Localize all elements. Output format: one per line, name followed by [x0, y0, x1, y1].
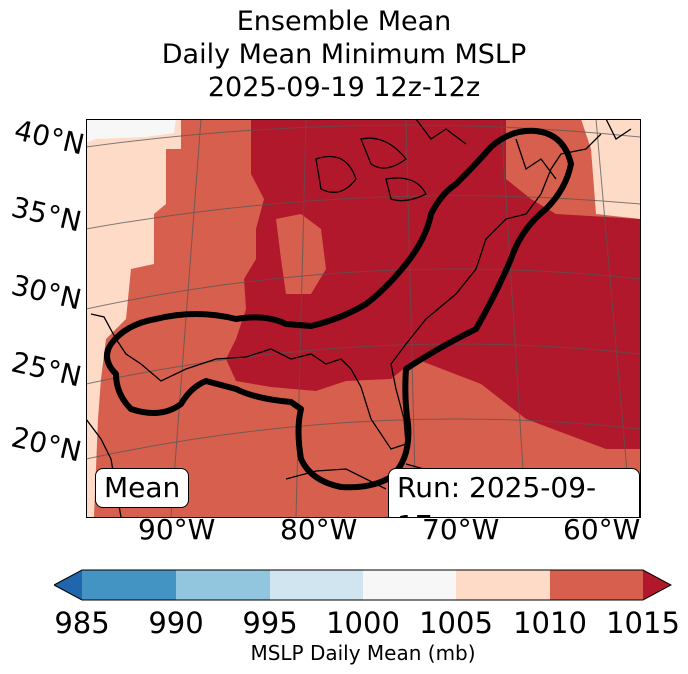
colorbar-1005-1010	[456, 570, 550, 600]
colorbar-990-995	[176, 570, 270, 600]
colorbar-under	[54, 570, 82, 600]
lon-label-70w: 70°W	[422, 513, 500, 546]
lat-label-30: 30°N	[8, 268, 85, 317]
field-over-1015	[226, 119, 640, 449]
lon-label-90w: 90°W	[138, 513, 216, 546]
contour-1010	[104, 127, 574, 491]
lat-label-25: 25°N	[8, 345, 85, 394]
field-1000-1005	[86, 119, 176, 143]
colorbar-label: MSLP Daily Mean (mb)	[250, 641, 476, 665]
colorbar-over	[643, 570, 671, 600]
title-line-3: 2025-09-19 12z-12z	[207, 72, 481, 103]
colorbar	[54, 569, 672, 601]
map-frame	[86, 119, 641, 518]
lon-label-60w: 60°W	[563, 513, 641, 546]
title-line-2: Daily Mean Minimum MSLP	[161, 39, 527, 70]
colorbar-995-1000	[270, 570, 363, 600]
colorbar-tick-1005: 1005	[419, 606, 493, 640]
map-panel: Mean Run: 2025-09-17	[86, 119, 640, 517]
colorbar-tick-995: 995	[242, 606, 298, 640]
colorbar-1010-1015	[550, 570, 643, 600]
colorbar-tick-1000: 1000	[326, 606, 400, 640]
lat-label-35: 35°N	[8, 190, 85, 239]
colorbar-1000-1005	[363, 570, 456, 600]
colorbar-985-990	[82, 570, 176, 600]
field-1010-1015-inlet	[276, 214, 326, 294]
colorbar-tick-1015: 1015	[606, 606, 680, 640]
colorbar-tick-1010: 1010	[513, 606, 587, 640]
lon-label-80w: 80°W	[280, 513, 358, 546]
lat-label-40: 40°N	[11, 113, 88, 162]
colorbar-tick-990: 990	[148, 606, 204, 640]
lat-label-20: 20°N	[8, 420, 85, 469]
title-line-1: Ensemble Mean	[236, 6, 452, 37]
colorbar-outline	[54, 569, 672, 601]
run-box: Run: 2025-09-17	[388, 468, 640, 517]
mean-box: Mean	[95, 468, 190, 508]
graticule	[86, 119, 640, 517]
map-svg	[86, 119, 640, 517]
colorbar-tick-985: 985	[54, 606, 110, 640]
